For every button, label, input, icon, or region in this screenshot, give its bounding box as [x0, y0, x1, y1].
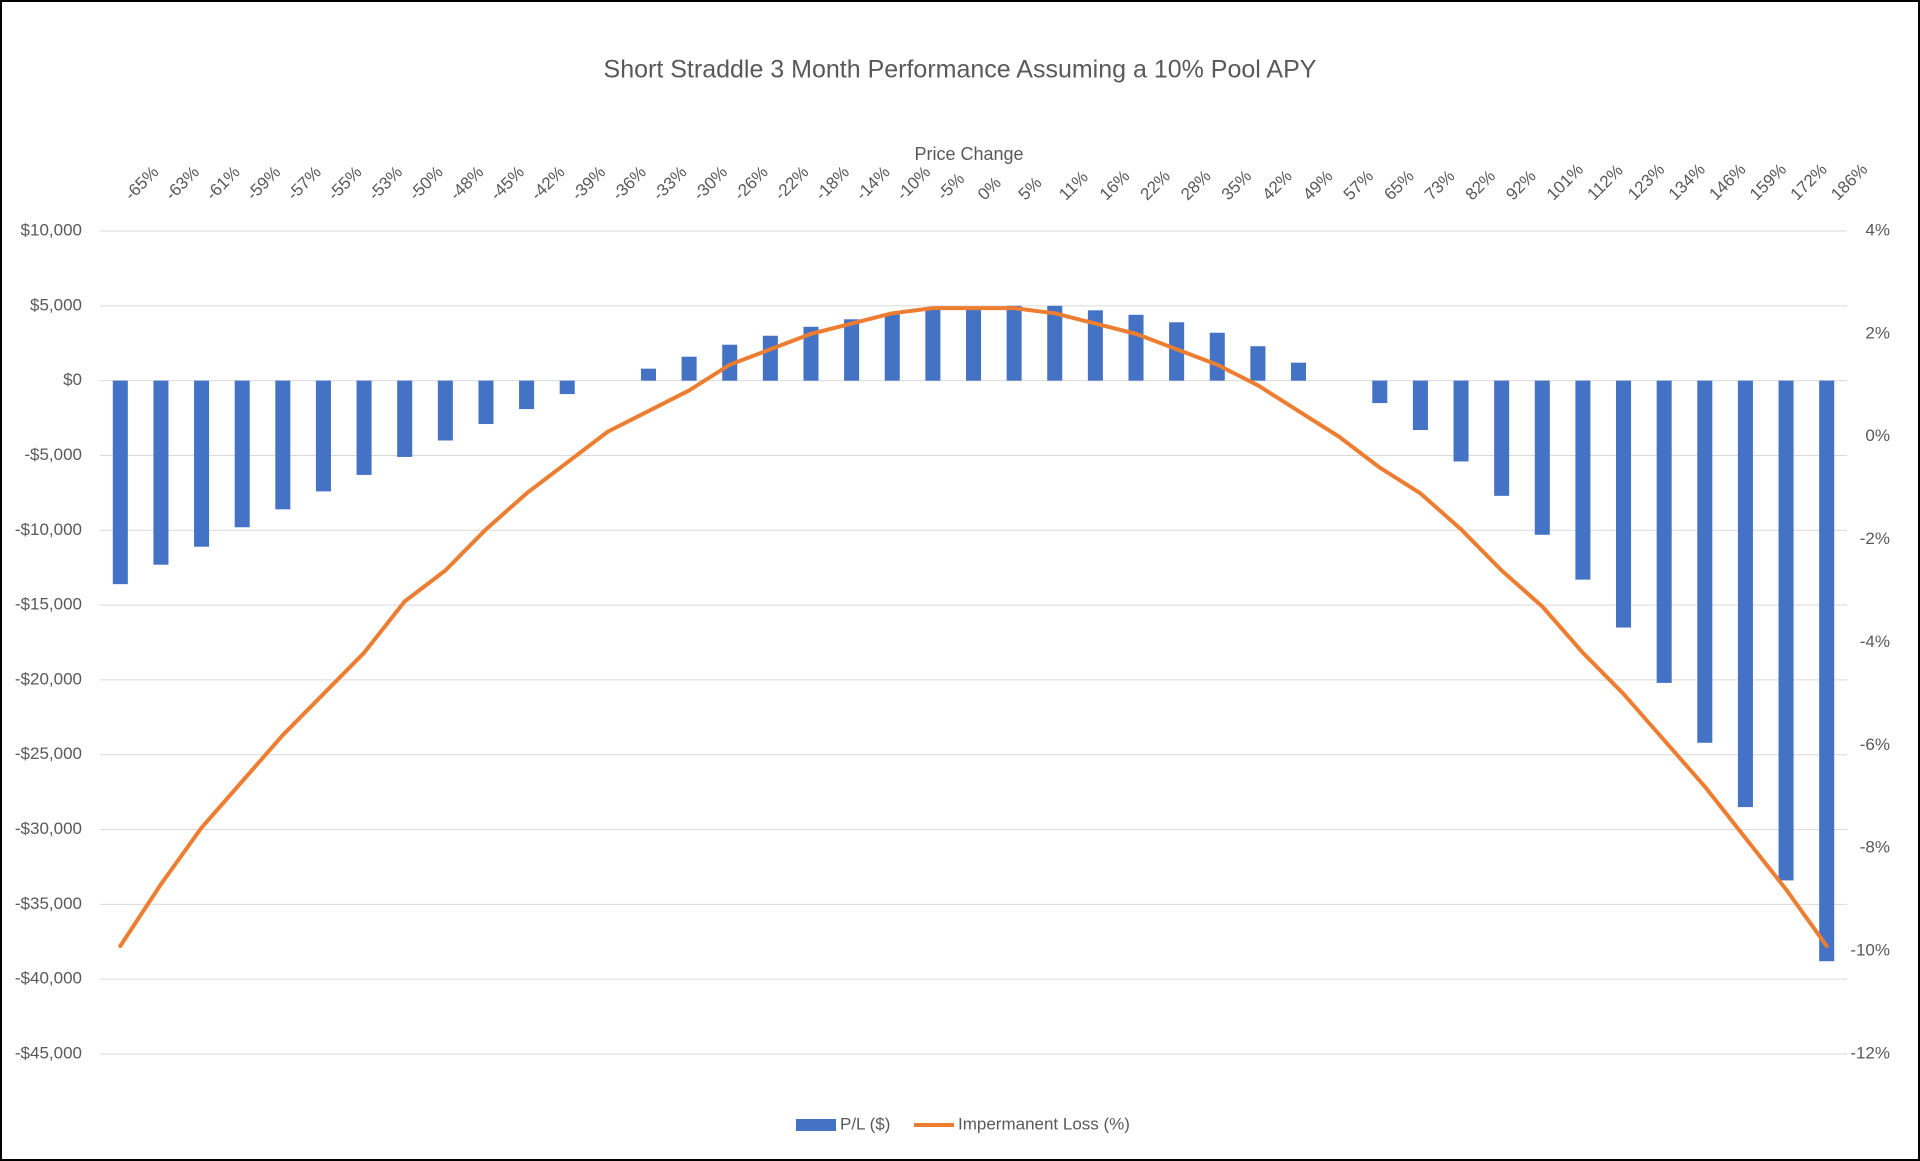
- legend-label: P/L ($): [840, 1114, 890, 1133]
- bar: [1047, 305, 1063, 381]
- x-axis-title: Price Change: [914, 144, 1023, 164]
- bar: [559, 380, 575, 395]
- bar: [1494, 380, 1510, 496]
- bar: [1250, 346, 1266, 381]
- bar: [153, 380, 169, 565]
- bar: [356, 380, 372, 475]
- bar: [884, 313, 900, 381]
- legend-label: Impermanent Loss (%): [958, 1114, 1130, 1133]
- y2-tick-label: -8%: [1860, 838, 1890, 857]
- y2-tick-label: 4%: [1865, 220, 1890, 239]
- y-tick-label: -$25,000: [15, 744, 82, 763]
- bar: [112, 380, 128, 585]
- bar: [437, 380, 453, 441]
- y-tick-label: $0: [63, 370, 82, 389]
- bar: [1372, 380, 1388, 404]
- y-tick-label: -$10,000: [15, 520, 82, 539]
- bar: [1534, 380, 1550, 535]
- y2-tick-label: 2%: [1865, 323, 1890, 342]
- bar: [478, 380, 494, 425]
- bar: [1169, 322, 1185, 381]
- bar: [194, 380, 210, 547]
- bar: [844, 319, 860, 381]
- bar: [1087, 310, 1103, 381]
- bar: [803, 326, 819, 381]
- bar: [1778, 380, 1794, 881]
- bar: [519, 380, 535, 410]
- bar: [1575, 380, 1591, 580]
- y2-tick-label: -12%: [1850, 1043, 1890, 1062]
- y-tick-label: $10,000: [21, 220, 82, 239]
- bar: [1697, 380, 1713, 743]
- bar: [1291, 362, 1307, 381]
- bar: [1453, 380, 1469, 462]
- bar: [1128, 314, 1144, 381]
- line: [118, 306, 1829, 948]
- bar: [925, 308, 941, 381]
- legend-swatch: [796, 1119, 836, 1131]
- chart-title: Short Straddle 3 Month Performance Assum…: [604, 56, 1317, 84]
- y2-tick-label: -2%: [1860, 529, 1890, 548]
- y2-tick-label: 0%: [1865, 426, 1890, 445]
- y2-tick-label: -4%: [1860, 632, 1890, 651]
- bar: [1616, 380, 1632, 628]
- y-tick-label: -$35,000: [15, 894, 82, 913]
- bar: [681, 356, 697, 381]
- y2-tick-label: -10%: [1850, 941, 1890, 960]
- y-tick-label: -$5,000: [24, 445, 82, 464]
- y-tick-label: -$15,000: [15, 595, 82, 614]
- bar: [397, 380, 413, 457]
- y-tick-label: -$20,000: [15, 669, 82, 688]
- y-tick-label: -$40,000: [15, 969, 82, 988]
- y-tick-label: -$45,000: [15, 1043, 82, 1062]
- bar: [1819, 380, 1835, 962]
- bar: [762, 335, 778, 381]
- y2-tick-label: -6%: [1860, 735, 1890, 754]
- bar: [965, 307, 982, 381]
- bar: [640, 368, 656, 381]
- bar: [1412, 380, 1428, 431]
- bar: [1737, 380, 1753, 808]
- bar: [1209, 332, 1225, 381]
- bar: [1006, 305, 1022, 381]
- grid: [100, 230, 1847, 1055]
- y-tick-label: $5,000: [30, 295, 82, 314]
- bar: [315, 380, 331, 492]
- bar: [1656, 380, 1672, 683]
- bar: [275, 380, 291, 510]
- y-tick-label: -$30,000: [15, 819, 82, 838]
- bar: [234, 380, 250, 528]
